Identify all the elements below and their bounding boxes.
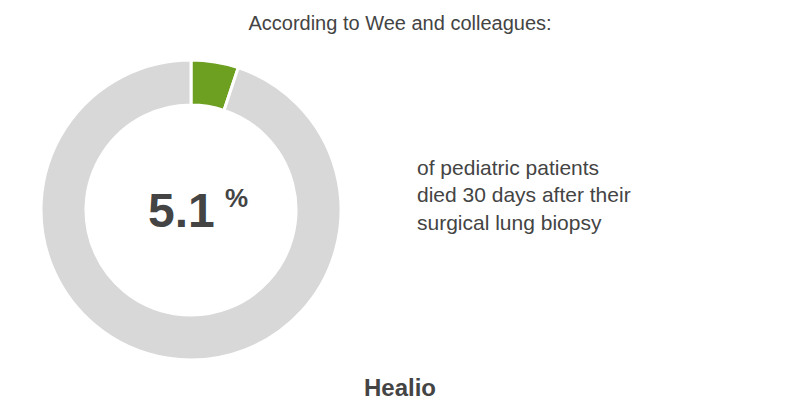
- svg-text:According to Wee and colleague: According to Wee and colleagues:: [248, 12, 551, 34]
- svg-text:5.1: 5.1: [148, 184, 215, 237]
- svg-text:Healio: Healio: [364, 374, 436, 401]
- svg-text:of pediatric patientsdied 30 d: of pediatric patientsdied 30 days after …: [417, 156, 631, 234]
- svg-text:%: %: [225, 183, 248, 213]
